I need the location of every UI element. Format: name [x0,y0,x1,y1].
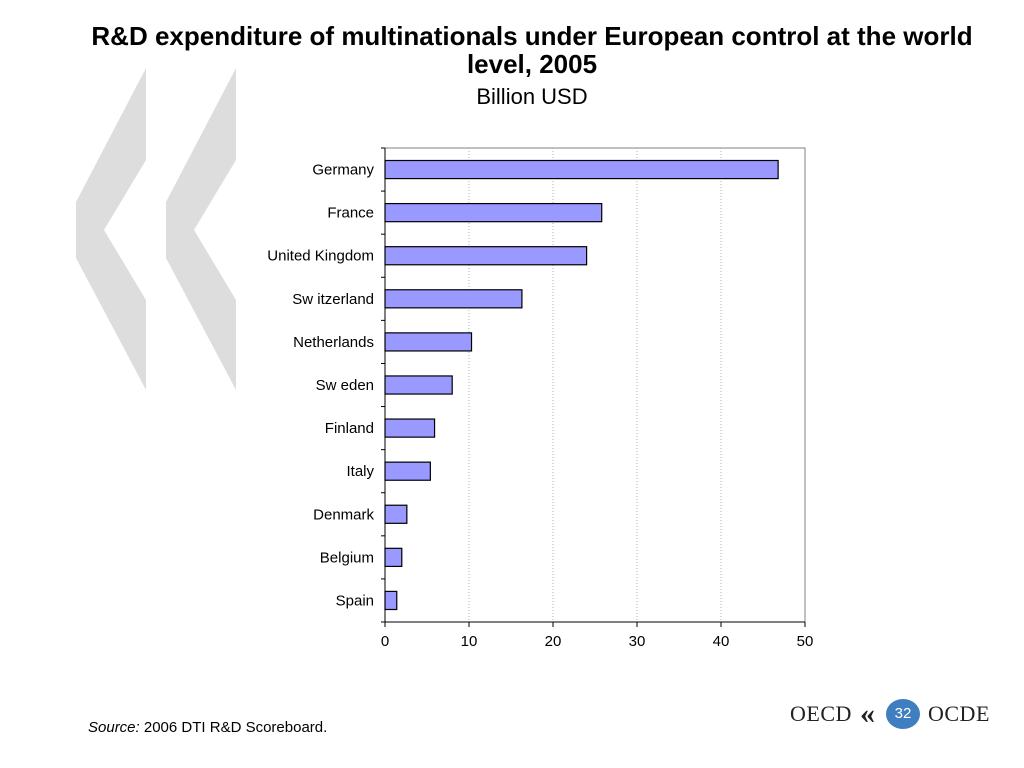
category-label-8: Denmark [313,506,374,523]
category-label-9: Belgium [320,549,374,566]
bar-2 [384,246,588,266]
source-text: 2006 DTI R&D Scoreboard. [143,719,328,736]
bar-8 [384,504,408,524]
logo-chevron-icon: « [860,697,875,730]
chart-subtitle: Billion USD [476,84,588,109]
bar-1 [384,202,603,223]
category-label-0: Germany [312,162,374,179]
bar-4 [384,332,473,352]
bar-0 [384,159,779,180]
logo-text-oecd: OECD [790,701,852,726]
category-label-6: Finland [325,420,374,437]
bar-10 [384,590,398,611]
oecd-logo: OECD « 32 OCDE [790,697,1000,733]
bar-7 [384,461,431,481]
oecd-chevron-watermark [76,68,236,390]
x-tick-label-5: 50 [797,633,814,650]
category-label-2: United Kingdom [267,248,374,265]
x-tick-label-2: 20 [545,633,562,650]
bar-5 [384,375,453,395]
bar-6 [384,418,436,438]
source-note: Source: 2006 DTI R&D Scoreboard. [88,719,327,736]
source-label: Source: [88,719,140,736]
chart-title: R&D expenditure of multinationals under … [91,21,973,79]
category-label-10: Spain [336,592,374,609]
chevron-shape-left [76,68,146,390]
category-label-4: Netherlands [293,334,374,351]
bar-3 [384,289,523,309]
category-label-7: Italy [346,463,374,480]
category-label-3: Sw itzerland [292,291,374,308]
category-label-5: Sw eden [316,377,374,394]
category-label-1: France [327,205,374,222]
page-number-badge: 32 [886,699,920,729]
x-tick-label-0: 0 [381,633,389,650]
chevron-shape-right [166,68,236,390]
logo-text-ocde: OCDE [928,701,990,726]
x-tick-label-4: 40 [713,633,730,650]
x-tick-label-3: 30 [629,633,646,650]
bar-9 [384,547,403,568]
x-tick-label-1: 10 [461,633,478,650]
